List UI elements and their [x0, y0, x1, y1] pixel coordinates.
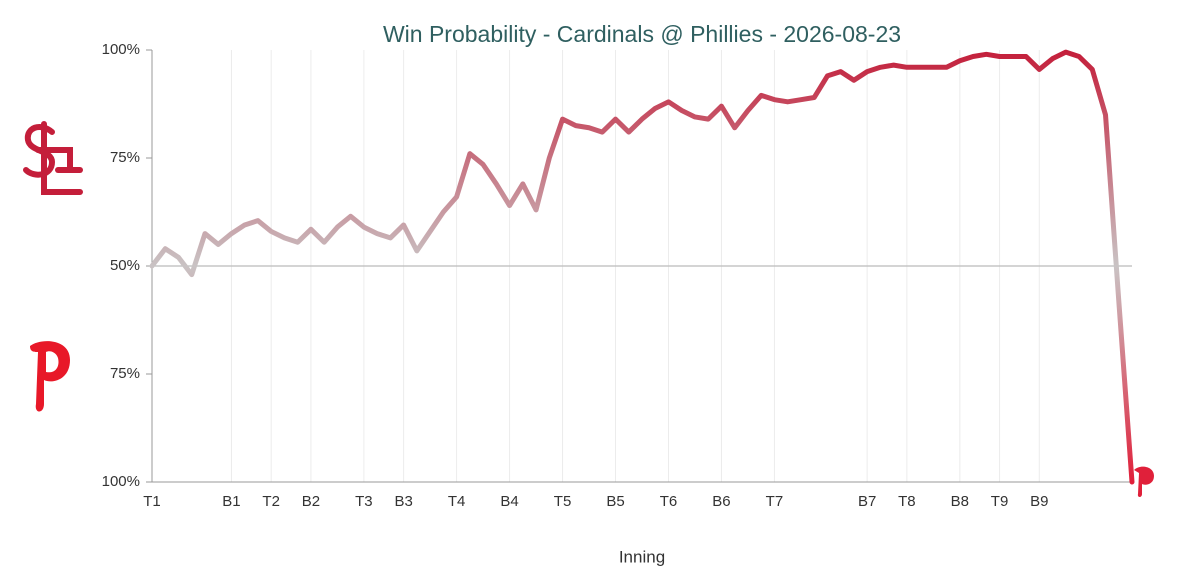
x-tick-label: B5	[606, 493, 624, 510]
y-tick-label: 75%	[110, 149, 140, 166]
x-axis-title: Inning	[619, 547, 665, 566]
x-tick-label: T3	[355, 493, 373, 510]
x-tick-label: T8	[898, 493, 916, 510]
x-tick-label: B7	[858, 493, 876, 510]
x-tick-label: T2	[262, 493, 280, 510]
x-tick-label: T1	[143, 493, 161, 510]
y-tick-label: 100%	[102, 473, 140, 490]
x-tick-label: T5	[554, 493, 572, 510]
x-tick-label: B3	[394, 493, 412, 510]
x-tick-label: T7	[766, 493, 784, 510]
chart-title: Win Probability - Cardinals @ Phillies -…	[383, 21, 901, 47]
x-tick-label: B2	[302, 493, 320, 510]
x-tick-label: T4	[448, 493, 466, 510]
cardinals-logo	[23, 121, 83, 195]
y-tick-label: 50%	[110, 257, 140, 274]
phillies-logo	[30, 341, 70, 412]
x-tick-label: B9	[1030, 493, 1048, 510]
x-tick-label: T9	[991, 493, 1009, 510]
x-tick-label: B1	[222, 493, 240, 510]
x-tick-label: B4	[500, 493, 518, 510]
x-tick-label: B8	[951, 493, 969, 510]
x-tick-label: T6	[660, 493, 678, 510]
win-probability-line	[149, 49, 1135, 485]
y-tick-label: 75%	[110, 365, 140, 382]
y-tick-label: 100%	[102, 41, 140, 58]
end-logo	[1134, 466, 1154, 497]
x-tick-label: B6	[712, 493, 730, 510]
